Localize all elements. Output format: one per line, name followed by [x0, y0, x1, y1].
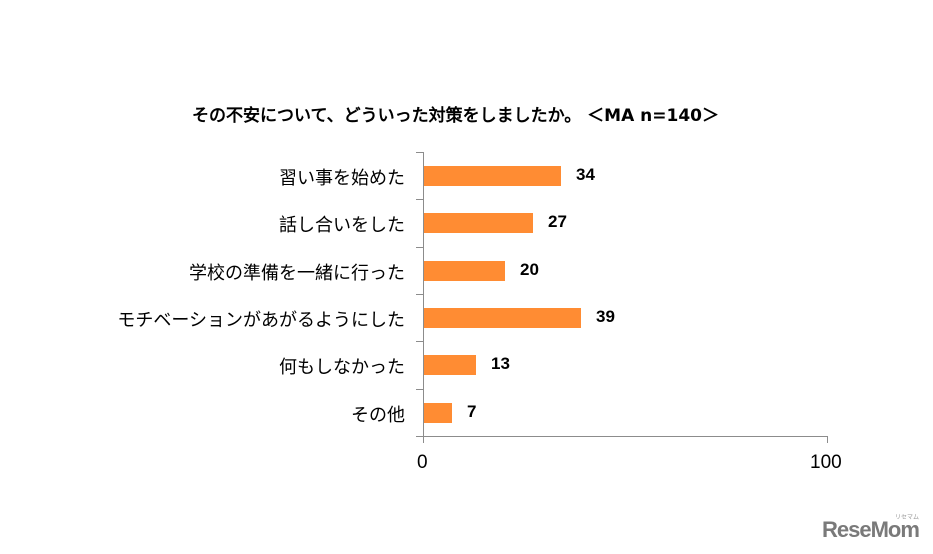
y-tick	[416, 341, 423, 342]
chart-title-text: その不安について、どういった対策をしましたか。 ＜MA n=140＞	[191, 106, 720, 126]
bar-row: 話し合いをした 27	[0, 199, 933, 246]
category-label: 話し合いをした	[279, 215, 405, 236]
category-label: 学校の準備を一緒に行った	[189, 263, 405, 284]
bar-row: 学校の準備を一緒に行った 20	[0, 247, 933, 294]
bar-row: モチベーションがあがるようにした 39	[0, 294, 933, 341]
bar-row: 習い事を始めた 34	[0, 152, 933, 199]
category-label: モチベーションがあがるようにした	[117, 310, 405, 331]
chart-title: その不安について、どういった対策をしましたか。 ＜MA n=140＞	[0, 101, 933, 126]
y-tick	[416, 152, 423, 153]
value-label: 7	[467, 402, 477, 421]
bar-row: 何もしなかった 13	[0, 341, 933, 388]
value-label: 34	[576, 165, 595, 184]
y-tick	[416, 247, 423, 248]
category-label: その他	[351, 405, 405, 426]
x-tick-label-max: 100	[810, 452, 842, 473]
bar	[424, 213, 533, 233]
y-tick	[416, 389, 423, 390]
y-axis-line	[423, 152, 424, 437]
x-tick-0	[423, 436, 424, 443]
category-label: 習い事を始めた	[279, 168, 405, 189]
y-tick	[416, 436, 423, 437]
resemom-logo: ReseMom	[822, 517, 920, 542]
bar	[424, 166, 561, 186]
bar	[424, 355, 476, 375]
bar	[424, 261, 505, 281]
value-label: 20	[520, 260, 539, 279]
value-label: 27	[548, 212, 567, 231]
bar	[424, 308, 581, 328]
x-tick-label-min: 0	[417, 452, 428, 473]
x-tick-100	[827, 436, 828, 443]
category-label: 何もしなかった	[279, 357, 405, 378]
x-axis-line	[416, 436, 828, 437]
bar-row: その他 7	[0, 389, 933, 436]
value-label: 13	[491, 354, 510, 373]
value-label: 39	[596, 307, 615, 326]
y-tick	[416, 294, 423, 295]
bar	[424, 403, 452, 423]
resemom-logo-sub: リセマム	[895, 514, 920, 521]
y-tick	[416, 199, 423, 200]
